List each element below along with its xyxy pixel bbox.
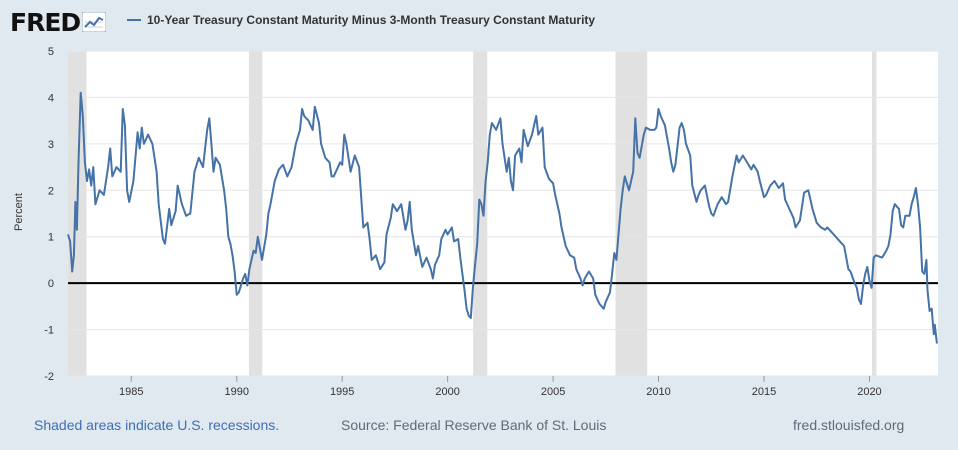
x-tick-label: 1995 (330, 386, 354, 398)
y-tick-label: 4 (48, 92, 54, 104)
logo-text: FRED (10, 7, 81, 37)
line-graph-icon (82, 12, 107, 32)
x-tick-label: 2000 (435, 386, 459, 398)
y-tick-label: 1 (48, 232, 54, 244)
y-tick-label: 0 (48, 278, 54, 290)
y-axis-label: Percent (13, 193, 25, 231)
x-tick-label: 2005 (541, 386, 565, 398)
gridlines (68, 50, 938, 377)
recession-band (473, 51, 488, 376)
recession-band (248, 51, 263, 376)
chart-legend[interactable]: 10-Year Treasury Constant Maturity Minus… (127, 11, 595, 29)
legend-swatch (127, 19, 141, 21)
x-tick-label: 2015 (752, 386, 776, 398)
y-tick-label: 5 (48, 46, 54, 58)
y-tick-label: -1 (44, 325, 54, 337)
x-tick-label: 2010 (646, 386, 670, 398)
y-axis-ticks: -2 -1 0 1 2 3 4 5 (44, 46, 54, 383)
x-tick-label: 2020 (857, 386, 881, 398)
series-group (67, 91, 938, 344)
site-url[interactable]: fred.stlouisfed.org (793, 417, 905, 433)
x-tick-label: 1985 (119, 386, 143, 398)
y-tick-label: 3 (48, 139, 54, 151)
x-tick-label: 1990 (224, 386, 248, 398)
plot-background (68, 51, 938, 376)
source-text: Source: Federal Reserve Bank of St. Loui… (341, 417, 607, 433)
series-line[interactable] (67, 91, 938, 344)
recession-band (871, 51, 877, 376)
x-axis-ticks: 1985 1990 1995 2000 2005 2010 2015 2020 (119, 376, 882, 398)
legend-label: 10-Year Treasury Constant Maturity Minus… (147, 13, 596, 27)
fred-logo[interactable]: FRED (10, 7, 107, 37)
y-tick-label: 2 (48, 185, 54, 197)
y-tick-label: -2 (44, 371, 54, 383)
recession-note-link[interactable]: Shaded areas indicate U.S. recessions. (34, 417, 280, 433)
